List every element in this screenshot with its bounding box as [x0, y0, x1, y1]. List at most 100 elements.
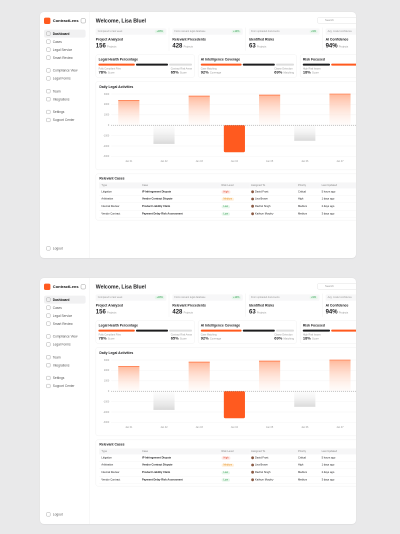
risk-tag: High	[221, 190, 231, 194]
relevant-cases: Relevant Cases Type Case Risk Level Assigned…	[95, 439, 356, 487]
bar	[153, 391, 175, 410]
menu-item[interactable]: Settings	[44, 374, 86, 382]
table-header: Relevant Cases	[99, 442, 356, 446]
item-label: Clause Detection	[274, 68, 293, 71]
stats-row: Compared to last week +18% Project Analyze…	[95, 293, 356, 317]
logout[interactable]: Logout	[44, 244, 86, 252]
menu-label: Dashboard	[52, 297, 70, 302]
y-tick-label: 1000	[104, 114, 110, 117]
relevant-cases: Relevant Cases Type Case Risk Level Assigned…	[95, 173, 356, 221]
search-box[interactable]: Search	[317, 17, 356, 24]
column-header: Last Updated	[319, 182, 355, 189]
case-row[interactable]: Litigation IP Infringement Dispute High Dav…	[99, 454, 356, 462]
progress-segment	[136, 329, 168, 332]
menu-item[interactable]: Legal Forms	[44, 74, 86, 82]
cell: Critical	[295, 188, 320, 196]
menu-item[interactable]: Legal Service	[44, 312, 86, 320]
logout[interactable]: Logout	[44, 510, 86, 518]
case-row[interactable]: Vendor Contract Payment Delay Risk Assess…	[99, 210, 356, 218]
health-title: Risk Focused	[303, 323, 356, 327]
menu-item[interactable]: Settings	[44, 108, 86, 116]
health-title: Legal Health Percentage	[99, 57, 192, 61]
cell: IP Infringement Dispute	[139, 454, 220, 462]
item-value: 78%Score	[98, 70, 115, 75]
menu-item[interactable]: Dashboard	[44, 295, 86, 304]
menu-item[interactable]: Integrations	[44, 95, 86, 103]
x-tick-label: Jan 02	[161, 160, 169, 163]
case-row[interactable]: Vendor Contract Payment Delay Risk Assess…	[99, 476, 356, 484]
menu-item[interactable]: Cases	[44, 38, 86, 46]
menu-item[interactable]: Smart Review	[44, 54, 86, 62]
dashboard: ContractLens Dashboard Cases Legal Service S…	[40, 12, 356, 258]
menu-label: Team	[52, 355, 61, 359]
menu-item[interactable]: Support Center	[44, 116, 86, 124]
bar	[188, 362, 210, 392]
item-value: 69%Matching	[274, 336, 295, 341]
bar	[118, 100, 140, 126]
menu-item[interactable]: Smart Review	[44, 320, 86, 328]
item-label: Case Matching	[200, 68, 217, 71]
case-row[interactable]: Internal Review Product Liability Claim Lo…	[99, 202, 356, 211]
case-row[interactable]: Arbitration Vendor Contract Dispute Medium…	[99, 195, 356, 203]
stats-row: Compared to last week +18% Project Analyze…	[95, 27, 356, 51]
risk-tag: Medium	[221, 463, 235, 467]
stat-label: Identified Risks	[248, 37, 275, 42]
sidebar-toggle[interactable]	[80, 284, 86, 290]
sidebar-toggle[interactable]	[80, 18, 86, 24]
menu-item[interactable]: Legal Service	[44, 46, 86, 54]
column-header: Case	[139, 448, 220, 455]
progress-bar	[98, 63, 192, 66]
case-row[interactable]: Arbitration Vendor Contract Dispute Medium…	[99, 461, 356, 469]
case-row[interactable]: Internal Review Product Liability Claim Lo…	[99, 468, 356, 477]
menu-item[interactable]: Compliance View	[44, 332, 86, 340]
risk-tag: Low	[221, 212, 230, 216]
cell: 3 days ago	[319, 476, 355, 484]
cell: Arbitration	[99, 195, 140, 203]
menu-label: Integrations	[52, 363, 70, 367]
menu-label: Settings	[52, 110, 65, 114]
menu-icon	[46, 118, 51, 122]
menu-item[interactable]: Integrations	[44, 361, 86, 369]
item-unit: Coverage	[209, 337, 222, 341]
bar	[188, 96, 210, 126]
logo	[44, 17, 51, 24]
stat-note: From relevant legal database +14%	[172, 294, 243, 301]
x-tick-label: Jan 06	[301, 160, 309, 163]
cell: Completed	[354, 202, 356, 211]
menu-item[interactable]: Compliance View	[44, 66, 86, 74]
cases-table: Type Case Risk Level Assigned To Priority Las…	[99, 448, 356, 484]
stat-card: Compared to last week +18% Project Analyze…	[95, 293, 170, 317]
column-header: Assigned To	[249, 182, 296, 189]
cell: Medium	[295, 210, 320, 218]
item-label: Contract Risk Areas	[170, 68, 192, 71]
menu-icon	[46, 342, 51, 347]
search-box[interactable]: Search	[317, 283, 356, 290]
health-items: Fully Compliant Files 78%Score Contract Ri…	[99, 334, 192, 341]
column-header: Risk Level	[219, 182, 250, 189]
health-item: Case Matching 92%Coverage	[201, 68, 221, 75]
case-row[interactable]: Litigation IP Infringement Dispute High Dav…	[99, 188, 356, 196]
cell: Lisa Brown	[249, 195, 296, 203]
x-tick-label: Jan 01	[125, 426, 133, 429]
assignee-avatar	[251, 190, 254, 194]
menu-item[interactable]: Support Center	[44, 382, 86, 390]
menu-item[interactable]: Legal Forms	[44, 340, 86, 348]
menu-icon	[46, 76, 51, 81]
cell: Rachel Singh	[249, 202, 296, 211]
menu-item[interactable]: Team	[44, 87, 86, 95]
item-unit: Matching	[283, 71, 295, 75]
stat-unit: Projects	[183, 45, 193, 49]
health-title: Risk Focused	[303, 57, 356, 61]
title: Risk Focused	[302, 57, 325, 62]
cell: Under Review	[354, 461, 356, 469]
health-card: Risk Focused High Risk Issues18%ScoreMedi…	[300, 54, 356, 78]
item-value: 18%Score	[302, 70, 319, 75]
menu-item[interactable]: Cases	[44, 304, 86, 312]
x-tick-label: Jan 06	[301, 426, 309, 429]
menu-item[interactable]: Team	[44, 353, 86, 361]
menu-item[interactable]: Dashboard	[44, 29, 86, 38]
stat-label: Project Analyzed	[95, 37, 124, 42]
health-title: AI Intelligence Coverage	[201, 57, 294, 61]
menu-icon	[46, 376, 51, 380]
cell: David Frost	[249, 188, 296, 196]
